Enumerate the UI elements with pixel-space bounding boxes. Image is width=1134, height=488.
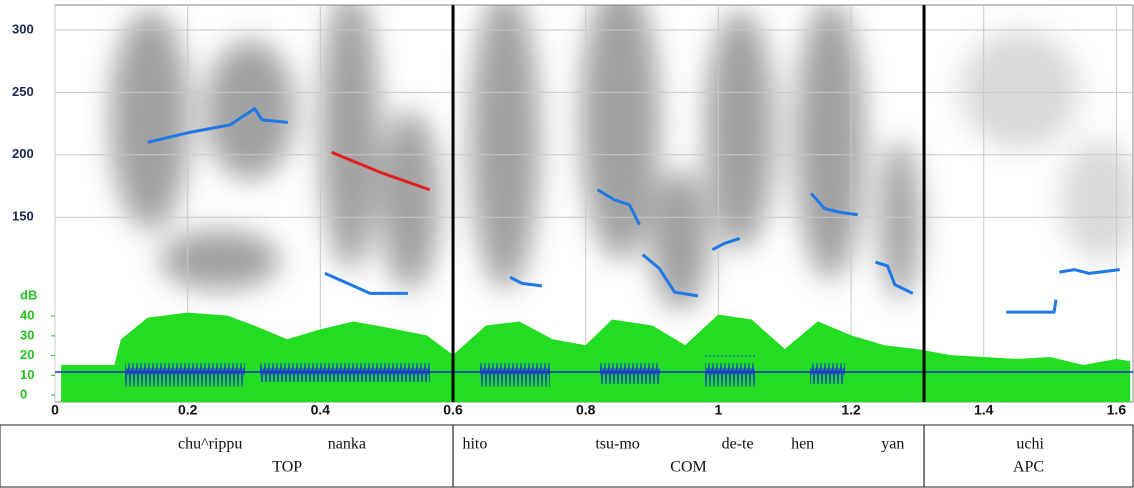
tier-word: chu^rippu bbox=[178, 436, 242, 453]
tier-box bbox=[0, 424, 1134, 488]
x-tick-label: 0.6 bbox=[443, 402, 463, 418]
x-tick-label: 0.4 bbox=[311, 402, 331, 418]
y2-tick-label: 10 bbox=[20, 367, 34, 382]
pitch-contour bbox=[1006, 299, 1058, 314]
x-tick-label: 0.2 bbox=[178, 402, 198, 418]
pitch-contour bbox=[711, 237, 741, 252]
pitch-contour bbox=[147, 107, 288, 144]
x-tick-label: 0.8 bbox=[576, 402, 596, 418]
tier-word: uchi bbox=[1016, 436, 1044, 453]
boundaries bbox=[451, 5, 926, 487]
pitch-contour bbox=[324, 272, 408, 295]
y-tick-label: 300 bbox=[12, 21, 34, 36]
y-tick-label: 250 bbox=[12, 84, 34, 99]
axes: 0 0.2 0.4 0.6 0.8 1 1.2 1.4 1.6 150 200 250 300 0 10 20… bbox=[12, 21, 1126, 417]
pitch-contour bbox=[641, 253, 699, 298]
tier-word: yan bbox=[881, 436, 904, 453]
tier-label: TOP bbox=[272, 459, 302, 476]
y2-tick-label: 30 bbox=[20, 327, 34, 342]
pitch-contour bbox=[810, 192, 858, 217]
x-tick-label: 1 bbox=[714, 402, 722, 418]
y2-tick-label: 20 bbox=[20, 347, 34, 362]
pitch-contour bbox=[596, 188, 641, 226]
tier-word: nanka bbox=[328, 436, 366, 453]
tier-word: tsu-mo bbox=[595, 436, 639, 453]
x-tick-label: 0 bbox=[51, 402, 59, 418]
pitch-layer bbox=[147, 107, 1120, 314]
pitch-contour bbox=[1059, 268, 1120, 275]
pitch-contour bbox=[509, 275, 543, 288]
x-tick-label: 1.2 bbox=[841, 402, 861, 418]
tier-label: COM bbox=[670, 459, 706, 476]
y2-axis-label: dB bbox=[20, 288, 37, 303]
x-tick-label: 1.4 bbox=[974, 402, 994, 418]
y2-tick-label: 0 bbox=[20, 387, 27, 402]
x-tick-label: 1.6 bbox=[1107, 402, 1127, 418]
waveform bbox=[55, 355, 1133, 389]
tier-word: hen bbox=[791, 436, 814, 453]
tier-word: de-te bbox=[722, 436, 754, 453]
y-tick-label: 150 bbox=[12, 209, 34, 224]
tier-word: hito bbox=[462, 436, 487, 453]
spectrogram bbox=[110, 5, 1133, 310]
tier-label: APC bbox=[1013, 459, 1044, 476]
y-tick-label: 200 bbox=[12, 146, 34, 161]
y2-tick-label: 40 bbox=[20, 308, 34, 323]
tier-text: TOP COM APC chu^rippu nanka hito tsu-mo de-te he… bbox=[178, 436, 1044, 476]
pitch-contour bbox=[331, 150, 431, 192]
pitch-contour bbox=[875, 260, 914, 295]
